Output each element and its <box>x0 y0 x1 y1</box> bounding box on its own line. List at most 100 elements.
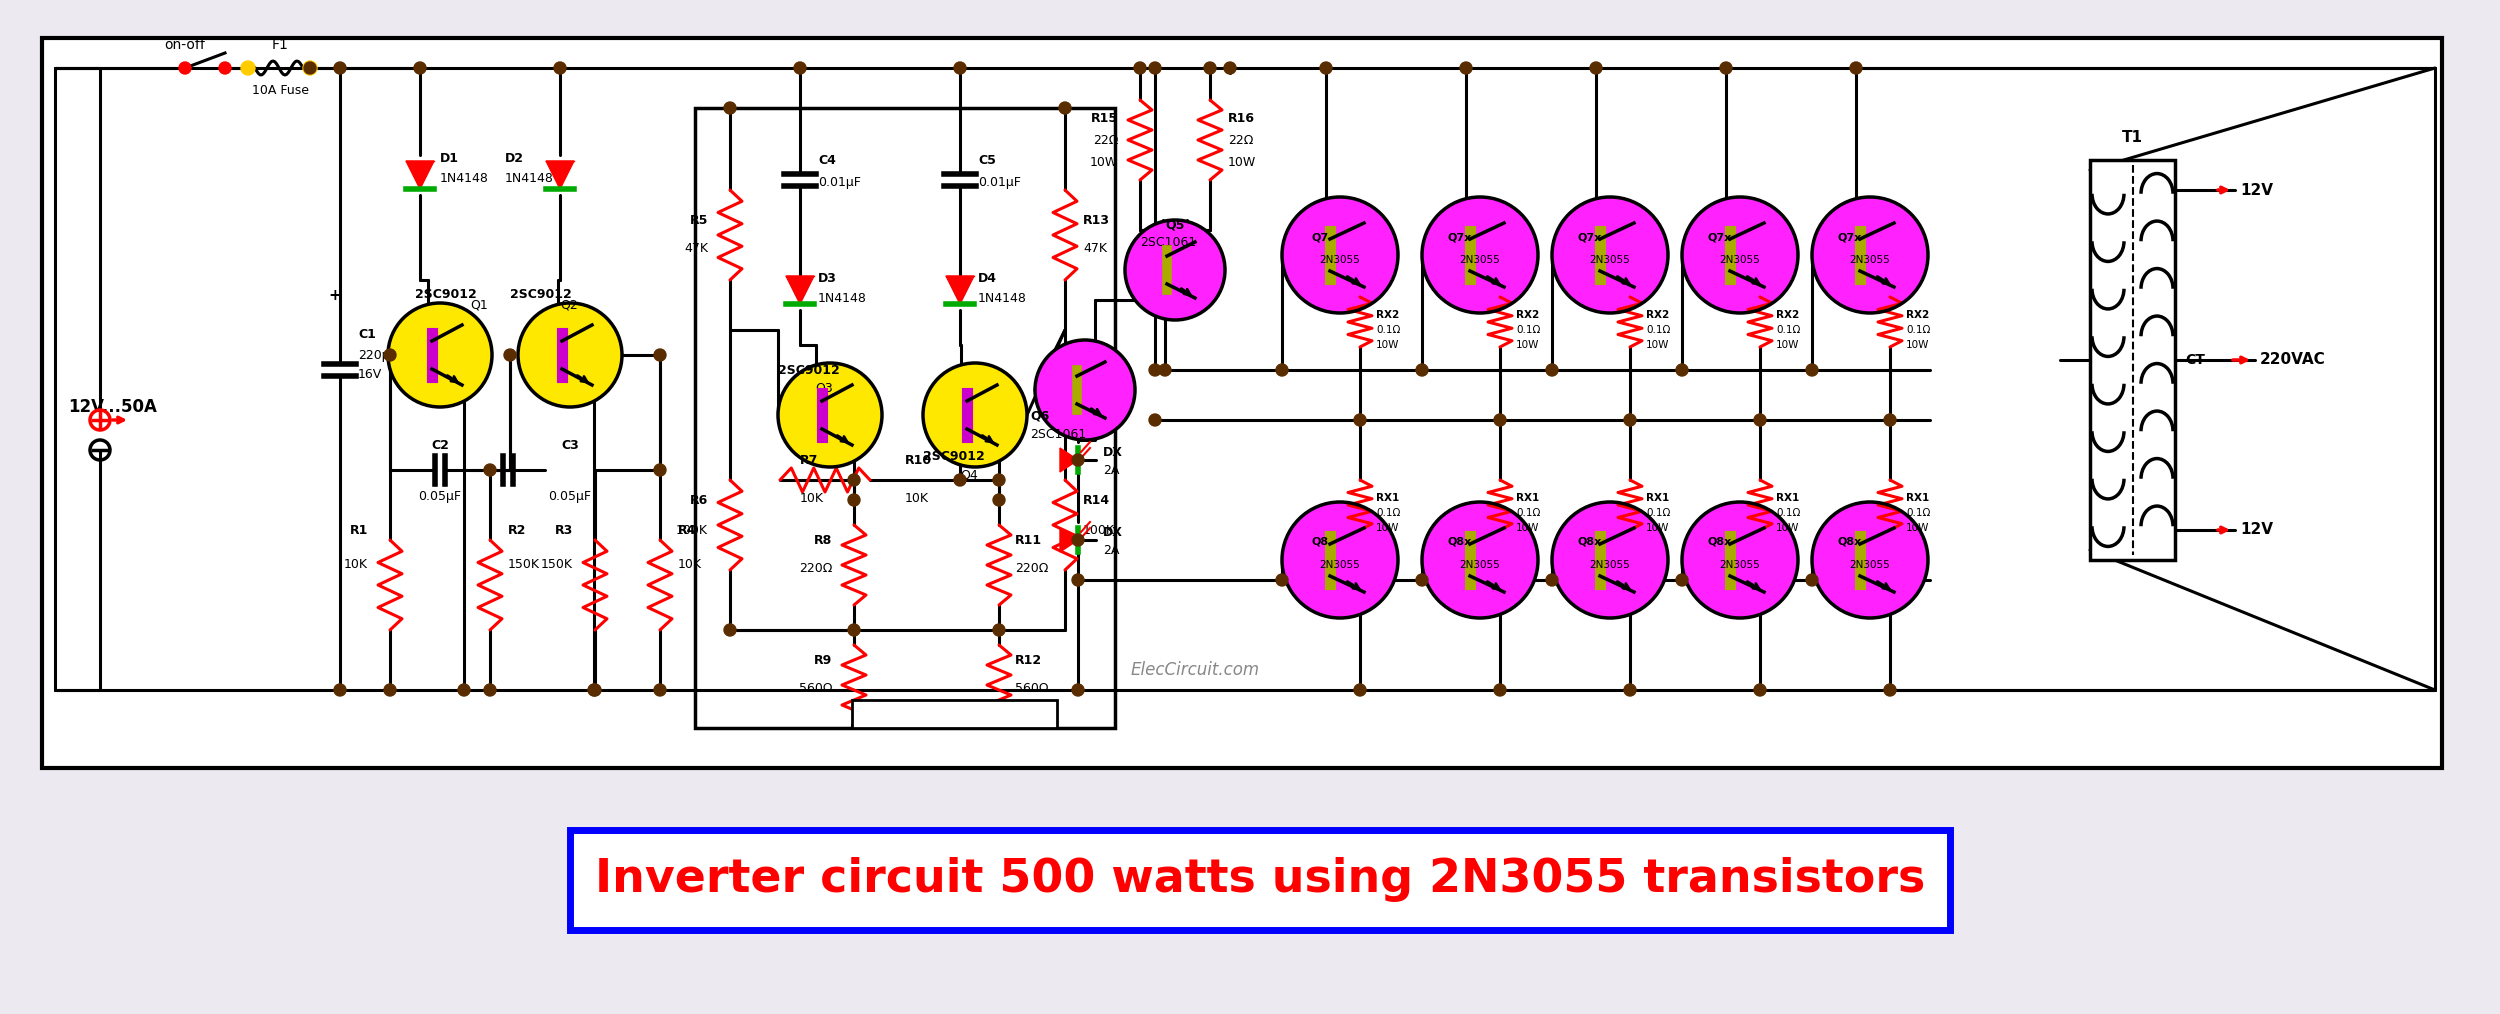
Text: 0.1Ω: 0.1Ω <box>1905 325 1930 335</box>
Circle shape <box>1072 454 1085 466</box>
Text: RX2: RX2 <box>1775 310 1800 320</box>
Circle shape <box>1060 102 1070 114</box>
Polygon shape <box>405 161 435 189</box>
Text: 1N4148: 1N4148 <box>818 291 867 304</box>
Text: 10W: 10W <box>1775 340 1800 350</box>
Text: Q8x: Q8x <box>1578 537 1602 547</box>
Text: 0.1Ω: 0.1Ω <box>1775 508 1800 518</box>
Circle shape <box>385 349 395 361</box>
Text: C3: C3 <box>560 439 580 452</box>
Circle shape <box>1755 684 1765 696</box>
Text: 10W: 10W <box>1228 155 1258 168</box>
Text: R4: R4 <box>678 523 698 536</box>
Text: 2N3055: 2N3055 <box>1460 560 1500 570</box>
Circle shape <box>1495 684 1505 696</box>
Circle shape <box>388 303 492 407</box>
Text: 2SC9012: 2SC9012 <box>922 450 985 463</box>
Text: RX1: RX1 <box>1375 493 1400 503</box>
Text: 0.1Ω: 0.1Ω <box>1515 508 1540 518</box>
Circle shape <box>848 624 860 636</box>
Text: 47K: 47K <box>1082 241 1108 255</box>
Text: 10A Fuse: 10A Fuse <box>253 84 308 97</box>
Text: 12V...50A: 12V...50A <box>68 399 158 416</box>
Text: R8: R8 <box>815 533 832 547</box>
Text: RX1: RX1 <box>1905 493 1930 503</box>
Circle shape <box>992 624 1005 636</box>
Text: 2N3055: 2N3055 <box>1720 560 1760 570</box>
Circle shape <box>955 62 965 74</box>
Text: 1N4148: 1N4148 <box>505 171 555 185</box>
Text: R5: R5 <box>690 214 708 226</box>
Circle shape <box>485 464 495 476</box>
Text: 2N3055: 2N3055 <box>1590 560 1630 570</box>
Polygon shape <box>1060 528 1078 552</box>
Text: CT: CT <box>2185 353 2205 367</box>
Circle shape <box>1682 197 1797 313</box>
Bar <box>2090 160 2175 560</box>
Circle shape <box>1415 364 1427 376</box>
Text: 0.1Ω: 0.1Ω <box>1375 325 1400 335</box>
Text: 10W: 10W <box>1090 155 1118 168</box>
Text: 12V: 12V <box>2240 522 2272 537</box>
Text: RX2: RX2 <box>1375 310 1400 320</box>
Text: 2A: 2A <box>1102 544 1120 557</box>
Circle shape <box>725 624 735 636</box>
Text: Q2: Q2 <box>560 298 578 311</box>
Text: 10W: 10W <box>1905 340 1930 350</box>
Circle shape <box>180 62 190 74</box>
Circle shape <box>1675 364 1688 376</box>
Circle shape <box>795 62 805 74</box>
Circle shape <box>1590 62 1602 74</box>
Circle shape <box>1885 414 1895 426</box>
Circle shape <box>1755 414 1765 426</box>
Circle shape <box>955 474 965 486</box>
Circle shape <box>725 102 735 114</box>
Text: RX1: RX1 <box>1515 493 1540 503</box>
Circle shape <box>1150 414 1160 426</box>
Text: ElecCircuit.com: ElecCircuit.com <box>1130 661 1260 679</box>
Text: Q8x: Q8x <box>1838 537 1862 547</box>
Polygon shape <box>945 276 975 304</box>
Circle shape <box>240 61 255 75</box>
Text: 2SC1061: 2SC1061 <box>1140 235 1198 248</box>
Text: 0.1Ω: 0.1Ω <box>1905 508 1930 518</box>
Text: R1: R1 <box>350 523 368 536</box>
Text: 22Ω: 22Ω <box>1092 134 1118 146</box>
Text: Q5: Q5 <box>1165 218 1185 231</box>
Circle shape <box>992 474 1005 486</box>
Circle shape <box>1072 684 1085 696</box>
Circle shape <box>588 684 600 696</box>
Text: 2N3055: 2N3055 <box>1850 255 1890 265</box>
Text: RX2: RX2 <box>1515 310 1540 320</box>
Circle shape <box>1135 62 1145 74</box>
Circle shape <box>1160 364 1170 376</box>
Text: R11: R11 <box>1015 533 1042 547</box>
Text: 10W: 10W <box>1645 340 1670 350</box>
Circle shape <box>992 494 1005 506</box>
Circle shape <box>1545 364 1558 376</box>
Text: R12: R12 <box>1015 653 1042 666</box>
Text: T1: T1 <box>2122 130 2142 145</box>
Circle shape <box>922 363 1028 467</box>
Circle shape <box>1275 364 1288 376</box>
Circle shape <box>518 303 622 407</box>
Text: 10K: 10K <box>678 559 702 572</box>
Bar <box>853 700 1058 728</box>
Circle shape <box>1320 62 1332 74</box>
Circle shape <box>1545 574 1558 586</box>
Text: 0.05µF: 0.05µF <box>548 490 592 503</box>
Polygon shape <box>1060 448 1078 472</box>
Text: R10: R10 <box>905 453 932 466</box>
Text: 2N3055: 2N3055 <box>1590 255 1630 265</box>
Text: C1: C1 <box>357 329 375 342</box>
Circle shape <box>848 494 860 506</box>
Circle shape <box>335 62 345 74</box>
Text: 10W: 10W <box>1515 340 1540 350</box>
Text: D3: D3 <box>818 272 838 285</box>
Text: 220Ω: 220Ω <box>798 562 832 575</box>
Circle shape <box>1885 684 1895 696</box>
Circle shape <box>1150 62 1160 74</box>
Bar <box>695 108 1115 728</box>
Text: 0.1Ω: 0.1Ω <box>1645 325 1670 335</box>
Text: 2A: 2A <box>1102 463 1120 477</box>
